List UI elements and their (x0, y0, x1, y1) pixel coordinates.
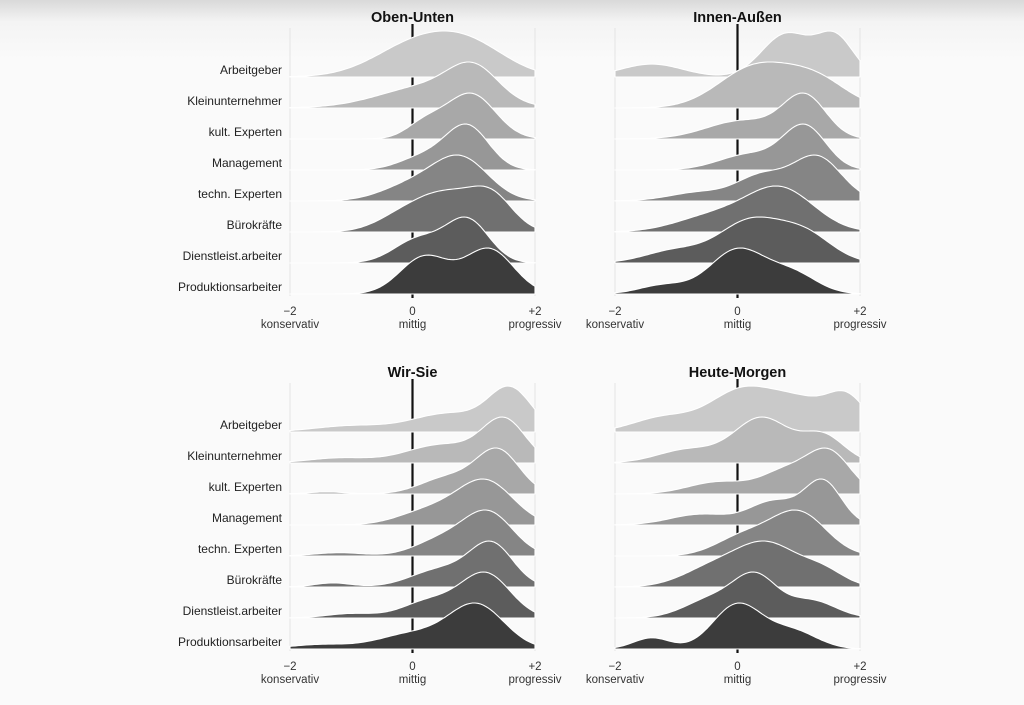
category-label-buerokraefte: Bürokräfte (227, 218, 283, 232)
category-label-dienstleist-arbeiter: Dienstleist.arbeiter (183, 249, 282, 263)
x-tick-sublabel: mittig (399, 319, 426, 331)
x-tick-label: 0 (734, 661, 740, 673)
category-label-kleinunternehmer: Kleinunternehmer (187, 449, 282, 463)
category-label-techn-experten: techn. Experten (198, 542, 282, 556)
ridgeline-panel-oben-unten: Oben-Unten Arbeitgeber Kleinunternehmer kul… (178, 10, 562, 331)
x-tick-label: +2 (528, 661, 541, 673)
ridge-management (614, 123, 861, 171)
x-tick-sublabel: mittig (724, 319, 751, 331)
category-label-kleinunternehmer: Kleinunternehmer (187, 94, 282, 108)
x-tick-sublabel: konservativ (261, 674, 319, 686)
category-label-kult-experten: kult. Experten (209, 480, 282, 494)
x-tick-sublabel: mittig (399, 674, 426, 686)
x-tick-label: 0 (734, 306, 740, 318)
category-label-management: Management (212, 511, 283, 525)
category-label-kult-experten: kult. Experten (209, 125, 282, 139)
ridge-kult-experten (614, 447, 861, 495)
x-tick-sublabel: progressiv (508, 674, 561, 686)
ridge-kleinunternehmer (289, 416, 536, 464)
panel-title: Innen-Außen (693, 10, 782, 26)
ridge-arbeitgeber (289, 30, 536, 78)
ridge-dienstleist-arbeiter (614, 216, 861, 264)
ridge-dienstleist-arbeiter (614, 571, 861, 619)
category-label-arbeitgeber: Arbeitgeber (220, 418, 282, 432)
ridge-buerokraefte (614, 185, 861, 233)
x-tick-sublabel: progressiv (833, 674, 886, 686)
category-label-produktionsarbeiter: Produktionsarbeiter (178, 635, 282, 649)
x-tick-label: −2 (283, 661, 296, 673)
x-tick-label: 0 (409, 306, 415, 318)
x-tick-label: +2 (528, 306, 541, 318)
panel-title: Heute-Morgen (689, 365, 786, 381)
ridge-management (289, 123, 536, 171)
x-tick-sublabel: konservativ (586, 674, 644, 686)
ridge-arbeitgeber (614, 385, 861, 433)
panel-title: Wir-Sie (388, 365, 438, 381)
ridge-produktionsarbeiter (289, 602, 536, 650)
ridge-techn-experten (614, 154, 861, 202)
ridge-arbeitgeber (289, 385, 536, 433)
x-tick-label: −2 (608, 661, 621, 673)
category-label-techn-experten: techn. Experten (198, 187, 282, 201)
x-tick-sublabel: progressiv (508, 319, 561, 331)
ridge-kleinunternehmer (614, 416, 861, 464)
x-tick-sublabel: mittig (724, 674, 751, 686)
ridge-buerokraefte (614, 540, 861, 588)
x-tick-sublabel: konservativ (586, 319, 644, 331)
ridge-produktionsarbeiter (289, 247, 536, 295)
category-label-buerokraefte: Bürokräfte (227, 573, 283, 587)
category-label-arbeitgeber: Arbeitgeber (220, 63, 282, 77)
category-label-produktionsarbeiter: Produktionsarbeiter (178, 280, 282, 294)
x-tick-label: −2 (283, 306, 296, 318)
ridge-techn-experten (614, 509, 861, 557)
ridge-produktionsarbeiter (614, 247, 861, 295)
x-tick-sublabel: progressiv (833, 319, 886, 331)
category-label-dienstleist-arbeiter: Dienstleist.arbeiter (183, 604, 282, 618)
x-tick-sublabel: konservativ (261, 319, 319, 331)
ridge-produktionsarbeiter (614, 602, 861, 650)
ridgeline-panel-wir-sie: Wir-Sie Arbeitgeber Kleinunternehmer kult. … (178, 365, 562, 686)
x-tick-label: +2 (853, 306, 866, 318)
ridge-dienstleist-arbeiter (289, 216, 536, 264)
x-tick-label: 0 (409, 661, 415, 673)
category-label-management: Management (212, 156, 283, 170)
x-tick-label: +2 (853, 661, 866, 673)
panel-title: Oben-Unten (371, 10, 454, 26)
ridge-techn-experten (289, 509, 536, 557)
x-tick-label: −2 (608, 306, 621, 318)
